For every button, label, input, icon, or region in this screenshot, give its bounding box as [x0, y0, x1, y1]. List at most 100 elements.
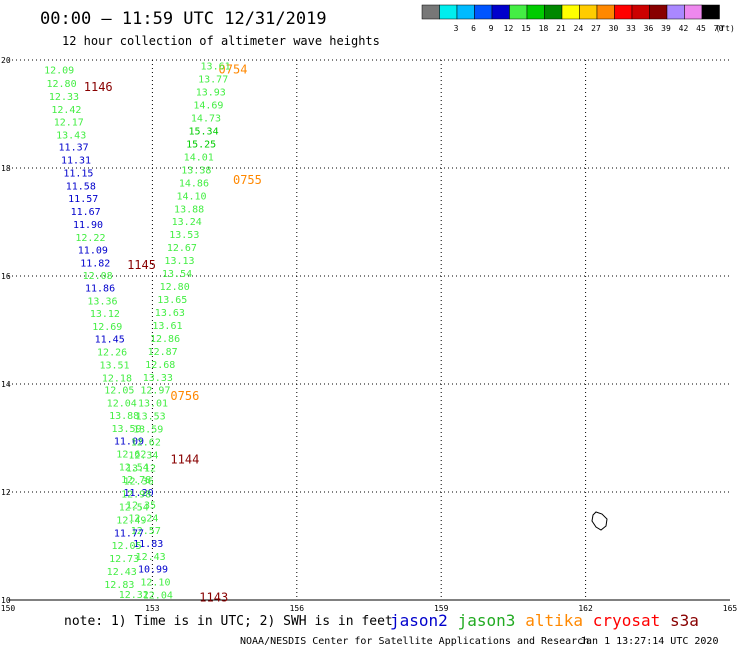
chart-subtitle: 12 hour collection of altimeter wave hei…	[62, 34, 380, 48]
color-bin	[596, 4, 615, 20]
wave-height-label: 12.69	[92, 322, 122, 333]
y-tick-label: 16	[1, 272, 11, 281]
satellite-altika: altika	[525, 611, 583, 630]
wave-height-label: 12.43	[136, 552, 166, 563]
wave-height-label: 11.83	[133, 539, 163, 550]
wave-height-label: 13.77	[198, 75, 228, 86]
wave-height-label: 12.43	[107, 567, 137, 578]
wave-height-label: 12.68	[145, 360, 175, 371]
wave-height-label: 14.86	[179, 178, 209, 189]
color-bin-label: 70	[714, 24, 724, 33]
wave-height-label: 14.73	[191, 114, 221, 125]
wave-height-label: 15.25	[186, 139, 216, 150]
wave-height-label: 13.36	[87, 297, 117, 308]
wave-height-label: 13.12	[90, 309, 120, 320]
color-bin	[579, 4, 598, 20]
wave-height-label: 13.12	[126, 463, 156, 474]
footer-credit: NOAA/NESDIS Center for Satellite Applica…	[240, 636, 589, 647]
y-tick-label: 12	[1, 488, 11, 497]
wave-height-label: 12.97	[140, 386, 170, 397]
wave-height-label: 12.33	[49, 92, 79, 103]
wave-height-label: 12.36	[124, 476, 154, 487]
satellite-jason3: jason3	[458, 611, 516, 630]
color-bin	[491, 4, 510, 20]
color-bin-label: 6	[471, 24, 476, 33]
wave-height-label: 12.34	[128, 451, 158, 462]
x-tick-label: 150	[1, 604, 16, 613]
wave-height-label: 13.13	[164, 256, 194, 267]
y-tick-label: 14	[1, 380, 11, 389]
wave-height-label: 12.78	[121, 475, 151, 486]
pass-time-label: 1146	[84, 80, 113, 94]
color-bin	[614, 4, 633, 20]
color-bin-label: 30	[609, 24, 619, 33]
coastline	[591, 511, 608, 531]
wave-height-label: 12.57	[131, 526, 161, 537]
wave-height-label: 12.80	[160, 282, 190, 293]
wave-height-label: 12.80	[47, 79, 77, 90]
y-tick-label: 18	[1, 164, 11, 173]
color-bin-label: 45	[696, 24, 706, 33]
island-outline	[591, 511, 608, 531]
wave-height-label: 11.20	[124, 488, 154, 499]
color-bin-label: 42	[679, 24, 689, 33]
wave-height-label: 12.86	[150, 334, 180, 345]
color-bin	[666, 4, 685, 20]
y-tick-label: 20	[1, 56, 11, 65]
wave-height-label: 13.65	[157, 295, 187, 306]
satellite-cryosat: cryosat	[593, 611, 660, 630]
satellite-legend: jason2 jason3 altika cryosat s3a	[390, 611, 699, 630]
wave-height-label: 13.59	[111, 424, 141, 435]
color-bin-label: 12	[504, 24, 514, 33]
wave-height-label: 13.43	[56, 130, 86, 141]
satellite-jason2: jason2	[390, 611, 448, 630]
color-bin	[631, 4, 650, 20]
wave-height-label: 13.53	[136, 412, 166, 423]
pass-time-label: 0755	[233, 173, 262, 187]
x-tick-label: 159	[434, 604, 449, 613]
color-bin	[684, 4, 703, 20]
pass-time-label: 1143	[199, 590, 228, 604]
wave-height-label: 15.34	[189, 127, 219, 138]
wave-height-label: 12.04	[107, 399, 137, 410]
wave-height-label: 13.88	[174, 204, 204, 215]
color-bin-label: 27	[591, 24, 601, 33]
wave-height-label: 11.57	[68, 194, 98, 205]
color-scale-legend: 3 6 9 12 15 18 21 24 27 30 33 36 39 42 45 70(ft)	[421, 4, 735, 33]
chart-title: 00:00 – 11:59 UTC 12/31/2019	[40, 9, 327, 29]
wave-height-label: 11.67	[71, 207, 101, 218]
wave-height-label: 12.05	[104, 386, 134, 397]
color-bin-label: 15	[521, 24, 531, 33]
color-bin	[421, 4, 440, 20]
wave-height-label: 12.18	[102, 373, 132, 384]
wave-height-label: 11.37	[59, 143, 89, 154]
wave-height-label: 13.61	[152, 321, 182, 332]
wave-height-label: 13.01	[138, 399, 168, 410]
color-bin-label: 39	[661, 24, 671, 33]
x-tick-label: 153	[145, 604, 160, 613]
wave-height-label: 11.09	[114, 436, 144, 447]
wave-height-label: 12.54	[119, 462, 149, 473]
wave-height-label: 12.54	[119, 502, 149, 513]
wave-height-label: 11.82	[80, 258, 110, 269]
color-bin-label: 3	[454, 24, 459, 33]
pass-time-label: 1144	[170, 453, 199, 467]
wave-height-label: 12.67	[167, 243, 197, 254]
wave-height-label: 11.58	[66, 182, 96, 193]
pass-time-label: 0756	[170, 389, 199, 403]
x-tick-label: 162	[578, 604, 593, 613]
wave-height-label: 12.87	[148, 347, 178, 358]
color-bin	[509, 4, 528, 20]
color-bin	[561, 4, 580, 20]
wave-height-label: 13.51	[99, 360, 129, 371]
wave-height-label: 11.45	[95, 334, 125, 345]
wave-height-label: 13.61	[201, 62, 231, 73]
wave-height-label: 13.88	[109, 411, 139, 422]
pass-time-label: 1145	[127, 258, 156, 272]
wave-height-label: 13.63	[155, 308, 185, 319]
wave-height-label: 12.98	[121, 489, 151, 500]
color-bin	[649, 4, 668, 20]
color-bin-label: 18	[539, 24, 549, 33]
